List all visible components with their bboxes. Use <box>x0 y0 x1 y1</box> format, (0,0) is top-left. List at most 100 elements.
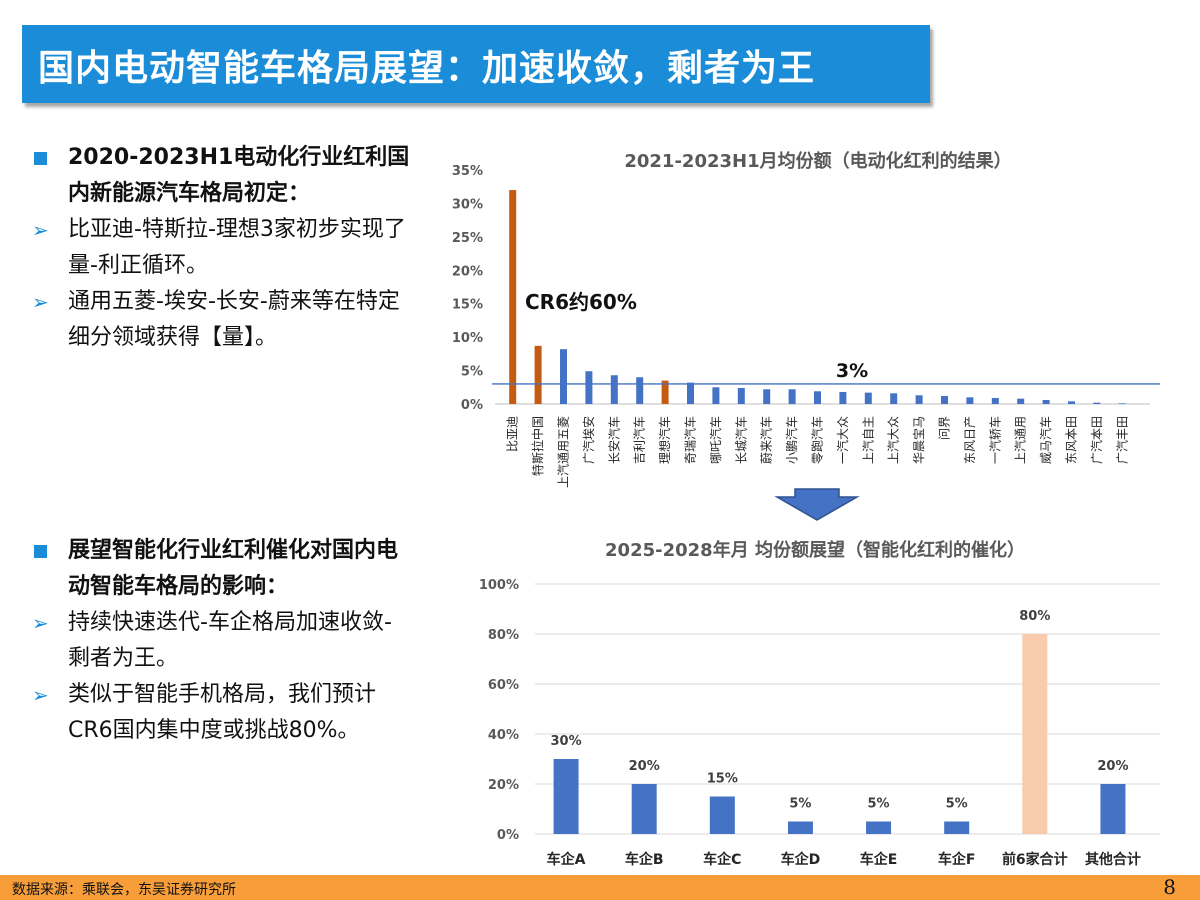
y-tick-label: 80% <box>488 628 519 643</box>
y-tick-label: 30% <box>452 197 483 212</box>
y-tick-label: 5% <box>461 365 483 380</box>
bullet-item: ➢ 类似于智能手机格局，我们预计CR6国内集中度或挑战80%。 <box>30 677 410 749</box>
x-tick-label: 车企A <box>547 851 586 868</box>
y-tick-label: 20% <box>488 778 519 793</box>
x-tick-label: 车企F <box>938 851 976 868</box>
bar <box>944 821 970 834</box>
bar <box>1093 402 1101 404</box>
bullet-item: ➢ 通用五菱-埃安-长安-蔚来等在特定细分领域获得【量】。 <box>30 284 410 356</box>
bar <box>814 391 821 404</box>
data-label: 80% <box>1019 609 1050 624</box>
x-tick-label: 其他合计 <box>1085 851 1141 868</box>
bar <box>553 759 579 834</box>
x-tick-label: 东风日产 <box>963 416 977 464</box>
x-tick-label: 东风本田 <box>1065 416 1079 464</box>
bar <box>509 190 517 404</box>
bar <box>712 387 720 404</box>
x-tick-label: 车企D <box>781 851 821 868</box>
y-tick-label: 10% <box>452 331 483 346</box>
y-tick-label: 60% <box>488 678 519 693</box>
x-tick-label: 车企B <box>625 851 664 868</box>
y-tick-label: 100% <box>479 578 519 593</box>
footer-bar: 数据来源：乘联会，东吴证券研究所 8 <box>0 875 1200 900</box>
bar <box>915 395 923 404</box>
x-tick-label: 奇瑞汽车 <box>683 416 698 464</box>
data-label: 20% <box>629 759 660 774</box>
bar <box>709 796 735 834</box>
x-tick-label: 哪吒汽车 <box>708 416 723 464</box>
x-tick-label: 广汽埃安 <box>581 416 596 464</box>
chart-title: 2021-2023H1月均份额（电动化红利的结果） <box>624 150 1011 172</box>
x-tick-label: 一汽大众 <box>835 416 850 464</box>
page-title: 国内电动智能车格局展望：加速收敛，剩者为王 <box>38 48 816 89</box>
title-banner: 国内电动智能车格局展望：加速收敛，剩者为王 <box>22 25 930 103</box>
bullet-item: ➢ 比亚迪-特斯拉-理想3家初步实现了量-利正循环。 <box>30 212 410 284</box>
arrow-bullet-icon: ➢ <box>32 218 49 242</box>
x-tick-label: 前6家合计 <box>1002 851 1068 868</box>
x-tick-label: 华晨宝马 <box>912 416 926 464</box>
bar <box>763 389 771 404</box>
market-share-chart-2021: 2021-2023H1月均份额（电动化红利的结果） 0% 5% 10% 15% 20% 25… <box>452 150 1160 488</box>
y-tick-label: 20% <box>452 264 483 279</box>
x-tick-label: 车企C <box>703 851 741 868</box>
square-bullet-icon <box>34 152 47 165</box>
square-bullet-icon <box>34 545 47 558</box>
data-label: 5% <box>868 797 890 812</box>
x-tick-label: 广汽丰田 <box>1114 416 1129 464</box>
bar <box>839 391 847 404</box>
x-tick-label: 上汽自主 <box>860 416 875 464</box>
bar <box>610 375 618 404</box>
bar <box>890 393 898 404</box>
market-share-chart-2025: 2025-2028年月 均份额展望（智能化红利的催化） 0% 20% 40% 60% 80… <box>479 539 1160 868</box>
bar <box>631 784 657 834</box>
data-label: 20% <box>1097 759 1128 774</box>
x-tick-label: 小鹏汽车 <box>784 416 799 464</box>
y-tick-label: 0% <box>497 828 519 843</box>
x-tick-label: 广汽本田 <box>1089 416 1104 464</box>
bar <box>737 387 745 404</box>
page-number: 8 <box>1163 875 1176 899</box>
arrow-bullet-icon: ➢ <box>32 683 49 707</box>
reference-line-label: 3% <box>836 360 868 382</box>
x-tick-label: 长安汽车 <box>606 416 621 464</box>
x-tick-label: 上汽通用五菱 <box>556 416 571 488</box>
bar <box>687 382 694 404</box>
data-label: 5% <box>789 797 811 812</box>
cr6-annotation: CR6约60% <box>525 290 637 314</box>
arrow-bullet-icon: ➢ <box>32 290 49 314</box>
bar <box>1022 634 1048 834</box>
bar <box>661 380 669 404</box>
x-tick-label: 零跑汽车 <box>810 416 825 464</box>
bar <box>1068 401 1075 404</box>
x-tick-label: 问界 <box>938 416 952 440</box>
x-tick-label: 长城汽车 <box>733 416 748 464</box>
section-heading: 2020-2023H1电动化行业红利国内新能源汽车格局初定： <box>30 140 410 212</box>
bar <box>1042 399 1050 404</box>
x-tick-label: 一汽轿车 <box>987 416 1002 464</box>
x-tick-label: 理想汽车 <box>657 416 672 464</box>
bar <box>1118 403 1126 404</box>
y-tick-label: 25% <box>452 231 483 246</box>
x-tick-label: 威马汽车 <box>1038 416 1053 464</box>
bar <box>991 397 999 404</box>
arrow-bullet-icon: ➢ <box>32 611 49 635</box>
x-tick-label: 车企E <box>860 851 898 868</box>
section-heading: 展望智能化行业红利催化对国内电动智能车格局的影响： <box>30 533 410 605</box>
data-label: 5% <box>946 797 968 812</box>
x-tick-label: 吉利汽车 <box>632 416 647 464</box>
section-electrification: 2020-2023H1电动化行业红利国内新能源汽车格局初定： ➢ 比亚迪-特斯拉… <box>30 140 410 356</box>
x-tick-label: 上汽大众 <box>886 416 901 464</box>
bar <box>1017 398 1025 404</box>
bar <box>788 389 796 404</box>
bar <box>585 371 593 404</box>
bar <box>866 821 892 834</box>
y-tick-label: 0% <box>461 398 483 413</box>
y-tick-label: 35% <box>452 164 483 179</box>
bar <box>534 345 542 404</box>
data-label: 15% <box>707 772 738 787</box>
y-tick-label: 40% <box>488 728 519 743</box>
bar <box>560 349 567 404</box>
data-label: 30% <box>551 734 582 749</box>
source-note: 数据来源：乘联会，东吴证券研究所 <box>12 882 236 898</box>
x-tick-label: 上汽通用 <box>1013 416 1028 464</box>
